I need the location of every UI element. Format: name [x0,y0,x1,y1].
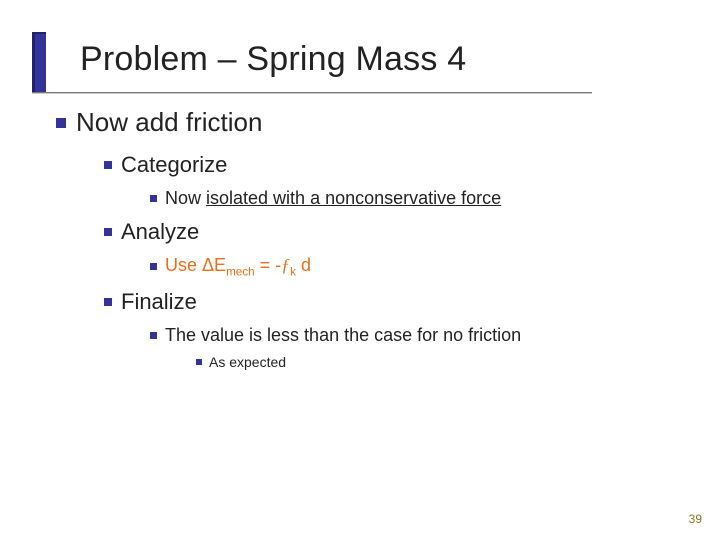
lvl4-text: As expected [209,354,286,370]
square-bullet-icon [104,161,112,169]
detail-prefix: Now [165,188,206,208]
bullet-lvl3-analyze-formula: Use ΔEmech = -ƒk d [0,255,720,279]
formula-delta: Δ [202,255,214,275]
lvl2-label: Categorize [121,152,227,178]
detail-underlined: isolated with a nonconservative force [206,188,501,208]
formula-prefix: Use [165,255,202,275]
slide-title: Problem – Spring Mass 4 [32,40,720,79]
square-bullet-icon [56,118,66,128]
square-bullet-icon [104,228,112,236]
title-accent-bar [32,32,46,92]
lvl3-text: The value is less than the case for no f… [165,325,521,346]
square-bullet-icon [150,263,157,270]
page-number: 39 [689,512,702,526]
bullet-lvl2-categorize: Categorize [0,152,720,178]
lvl1-text: Now add friction [76,107,262,138]
bullet-lvl3-finalize-detail: The value is less than the case for no f… [0,325,720,346]
title-underline [32,92,592,94]
bullet-lvl2-analyze: Analyze [0,219,720,245]
lvl2-label: Finalize [121,289,197,315]
slide: Problem – Spring Mass 4 Now add friction… [0,0,720,540]
bullet-lvl1: Now add friction [0,107,720,138]
formula-f: ƒ [281,255,290,275]
square-bullet-icon [150,195,157,202]
square-bullet-icon [196,359,202,365]
slide-content: Now add friction Categorize Now isolated… [0,107,720,370]
square-bullet-icon [150,332,157,339]
formula-text: Use ΔEmech = -ƒk d [165,255,311,279]
square-bullet-icon [104,298,112,306]
bullet-lvl2-finalize: Finalize [0,289,720,315]
lvl2-label: Analyze [121,219,199,245]
formula-E: E [214,255,226,275]
bullet-lvl4-finalize-subdetail: As expected [0,354,720,370]
lvl3-text: Now isolated with a nonconservative forc… [165,188,501,209]
formula-sub-mech: mech [226,266,255,279]
bullet-lvl3-categorize-detail: Now isolated with a nonconservative forc… [0,188,720,209]
formula-d: d [296,255,311,275]
formula-eq: = - [255,255,282,275]
title-block: Problem – Spring Mass 4 [32,40,720,79]
